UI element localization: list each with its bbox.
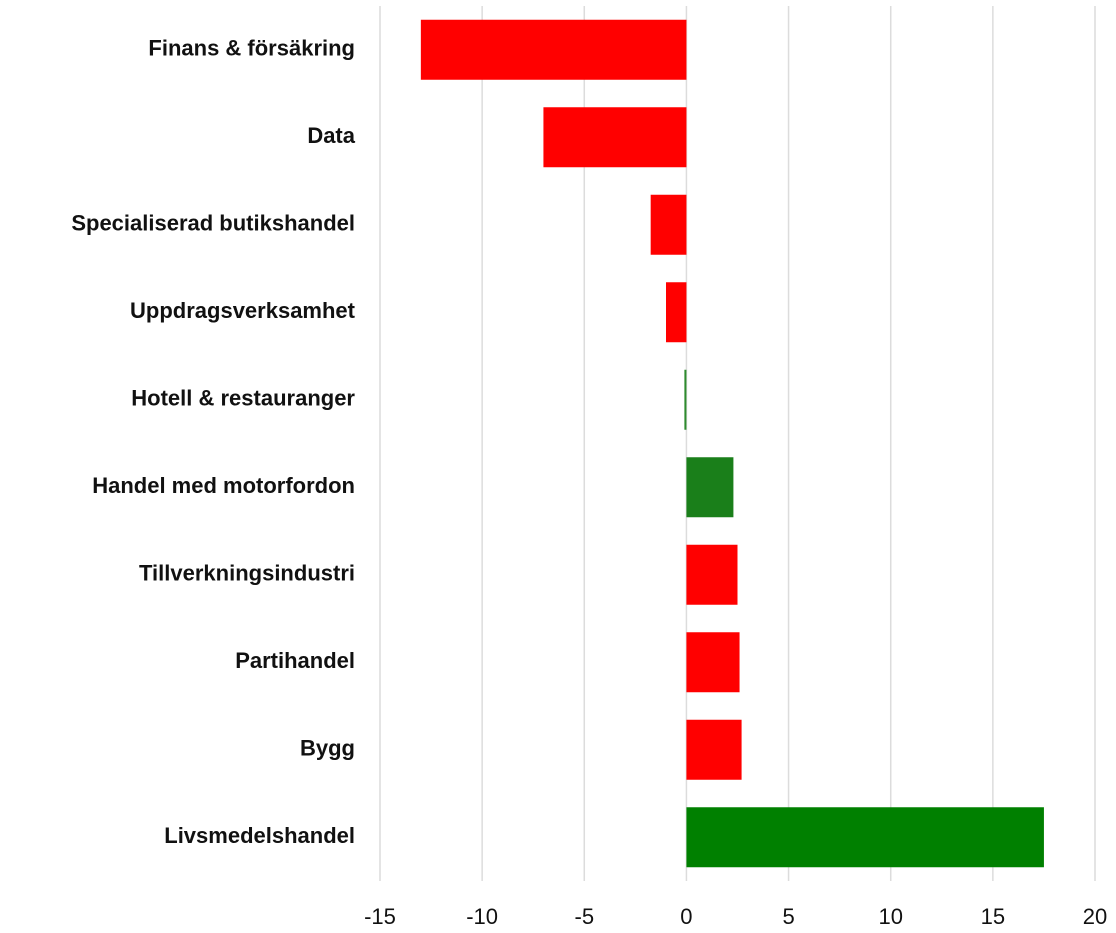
x-tick-label: 10 [878, 904, 902, 929]
bar [686, 632, 740, 693]
bar [686, 719, 742, 780]
y-tick-label: Uppdragsverksamhet [130, 298, 356, 323]
y-tick-label: Handel med motorfordon [92, 473, 355, 498]
y-tick-label: Partihandel [235, 648, 355, 673]
y-tick-label: Tillverkningsindustri [139, 561, 355, 586]
x-tick-label: 15 [981, 904, 1005, 929]
x-tick-label: 20 [1083, 904, 1107, 929]
x-tick-label: -10 [466, 904, 498, 929]
bar [543, 107, 687, 168]
y-tick-label: Livsmedelshandel [164, 823, 355, 848]
y-tick-label: Hotell & restauranger [131, 386, 355, 411]
bar [666, 282, 687, 343]
x-tick-label: 0 [680, 904, 692, 929]
bar [686, 807, 1044, 868]
x-tick-label: 5 [782, 904, 794, 929]
x-tick-label: -5 [575, 904, 595, 929]
bar [650, 194, 687, 255]
bar [684, 369, 687, 430]
y-tick-label: Bygg [300, 736, 355, 761]
bar [420, 19, 687, 80]
x-tick-label: -15 [364, 904, 396, 929]
bar [686, 544, 738, 605]
bar [686, 457, 734, 518]
y-tick-label: Data [307, 123, 355, 148]
y-tick-label: Finans & försäkring [148, 36, 355, 61]
y-tick-label: Specialiserad butikshandel [71, 211, 355, 236]
